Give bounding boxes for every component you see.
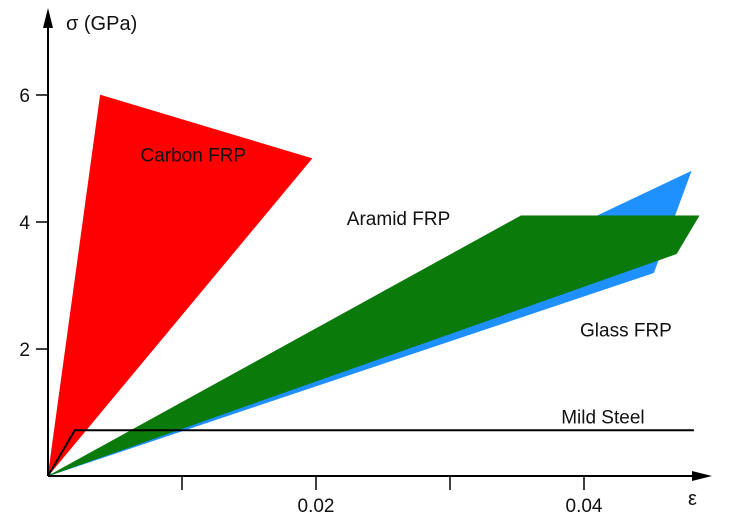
- y-tick-label: 4: [19, 213, 30, 234]
- x-tick-label: 0.04: [566, 496, 603, 517]
- y-axis-title: σ (GPa): [66, 13, 137, 35]
- y-tick-label: 2: [19, 340, 30, 361]
- x-axis-arrow: [692, 471, 712, 481]
- carbon-frp-label: Carbon FRP: [141, 146, 247, 167]
- y-tick-label: 6: [19, 86, 30, 107]
- glass-frp-label: Glass FRP: [580, 320, 672, 341]
- x-axis-title: ε: [688, 488, 697, 510]
- aramid-frp-label: Aramid FRP: [347, 209, 450, 230]
- mild-steel-label: Mild Steel: [561, 407, 644, 428]
- series-labels: Carbon FRP Aramid FRP Glass FRP Mild Steel: [141, 146, 672, 429]
- mild-steel-line: [47, 429, 694, 477]
- axes: [43, 8, 712, 481]
- aramid-frp-region: [47, 215, 700, 477]
- y-axis-arrow: [43, 8, 53, 28]
- x-tick-label: 0.02: [298, 496, 335, 517]
- series-regions: [47, 94, 700, 477]
- axis-ticks: 0.02 0.04 2 4 6: [19, 86, 602, 517]
- carbon-frp-region: [47, 94, 313, 477]
